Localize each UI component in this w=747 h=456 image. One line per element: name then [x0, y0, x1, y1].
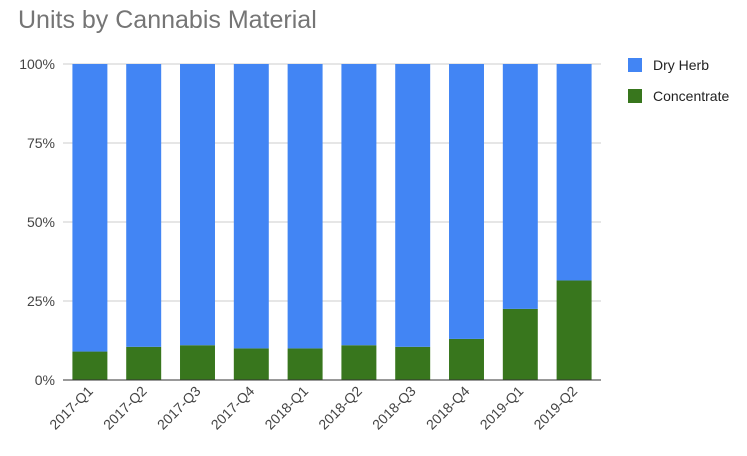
bar-dry-herb — [395, 64, 431, 347]
legend-swatch — [628, 89, 642, 103]
x-tick-label: 2017-Q3 — [154, 383, 204, 433]
x-tick-label: 2018-Q1 — [261, 383, 311, 433]
x-tick-label: 2017-Q4 — [208, 383, 258, 433]
bar-concentrate — [502, 308, 538, 380]
bar-dry-herb — [287, 64, 323, 349]
bar-concentrate — [72, 351, 108, 380]
bar-dry-herb — [341, 64, 377, 346]
bar-concentrate — [180, 345, 215, 380]
bar-concentrate — [287, 348, 323, 380]
y-tick-label: 50% — [27, 214, 55, 230]
x-tick-label: 2019-Q1 — [477, 383, 527, 433]
bar-dry-herb — [449, 64, 484, 339]
bar-dry-herb — [233, 64, 269, 349]
chart-title: Units by Cannabis Material — [18, 6, 317, 34]
y-tick-label: 75% — [27, 135, 55, 151]
y-tick-label: 25% — [27, 293, 55, 309]
legend-swatch — [628, 58, 642, 72]
bar-dry-herb — [502, 64, 538, 309]
x-tick-label: 2019-Q2 — [530, 383, 580, 433]
y-tick-label: 0% — [35, 372, 55, 388]
x-tick-label: 2018-Q2 — [315, 383, 365, 433]
bar-dry-herb — [72, 64, 108, 352]
y-tick-label: 100% — [19, 56, 55, 72]
legend-label: Concentrate — [653, 88, 729, 104]
bar-concentrate — [556, 280, 592, 380]
bar-concentrate — [126, 346, 162, 380]
bars — [72, 64, 592, 380]
legend: Dry Herb Concentrate — [628, 57, 729, 104]
x-tick-label: 2018-Q4 — [423, 383, 473, 433]
x-tick-label: 2017-Q2 — [100, 383, 150, 433]
bar-concentrate — [233, 348, 269, 380]
x-tick-label: 2018-Q3 — [369, 383, 419, 433]
bar-concentrate — [395, 346, 431, 380]
legend-label: Dry Herb — [653, 57, 709, 73]
bar-concentrate — [449, 338, 484, 380]
bar-dry-herb — [126, 64, 162, 347]
bar-concentrate — [341, 345, 377, 380]
bar-dry-herb — [556, 64, 592, 281]
x-tick-label: 2017-Q1 — [46, 383, 96, 433]
bar-dry-herb — [180, 64, 215, 346]
